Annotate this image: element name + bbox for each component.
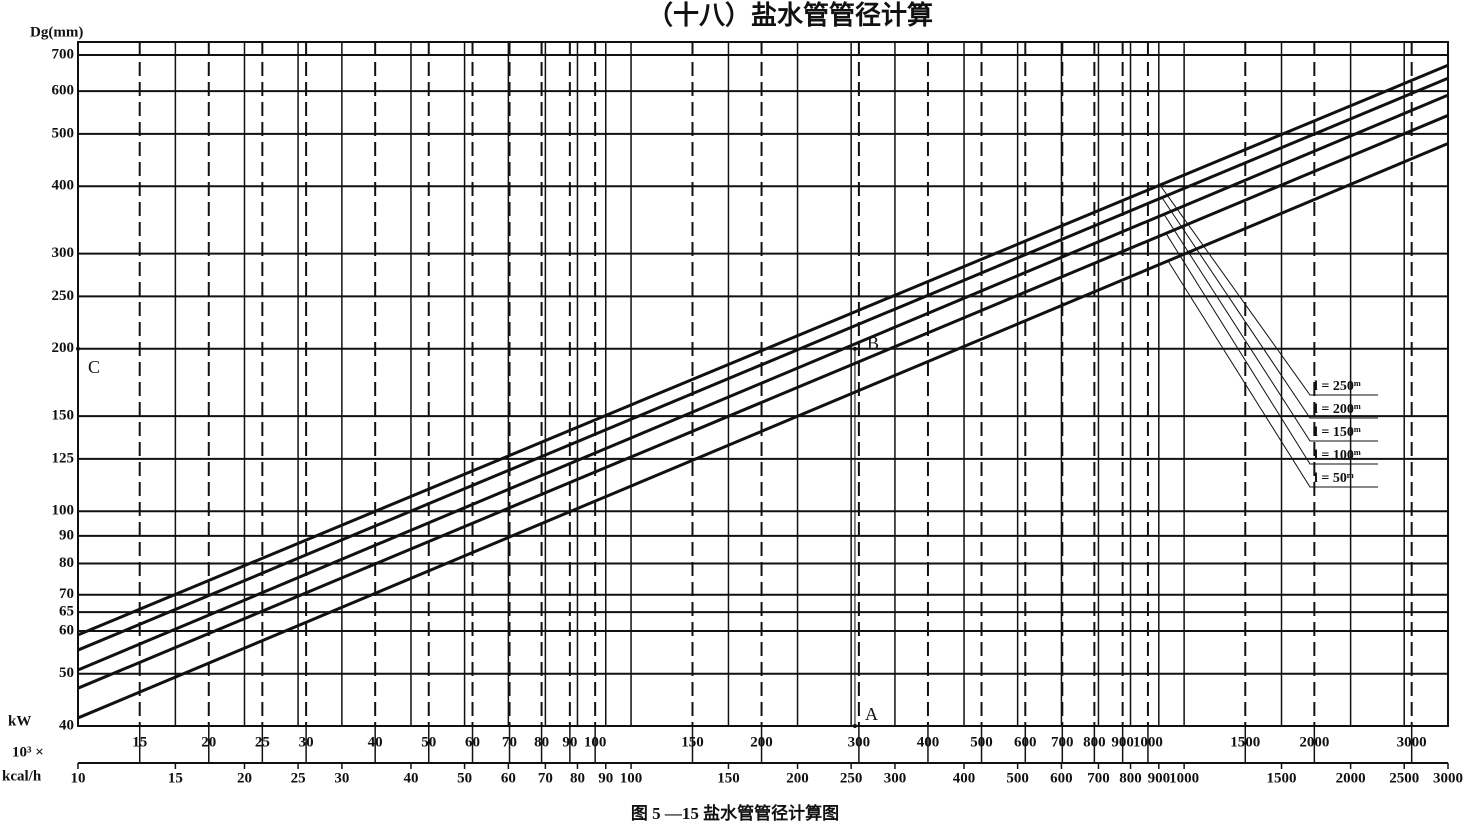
series-line — [77, 142, 1449, 720]
series-line — [77, 93, 1449, 672]
x-tick-label: 150 — [717, 770, 740, 786]
y-tick-label: 150 — [52, 408, 75, 424]
y-tick-label: 700 — [52, 46, 75, 62]
series-line — [77, 63, 1449, 637]
x-tick-label: 400 — [953, 770, 976, 786]
x-tick-label: 70 — [538, 770, 553, 786]
legend-leader — [1165, 233, 1378, 465]
x-tick-label: 20 — [237, 770, 252, 786]
legend-leader — [1167, 260, 1378, 488]
annotation-point — [852, 724, 857, 728]
annotation-point — [76, 346, 80, 351]
x-tick-label: 700 — [1087, 770, 1110, 786]
x-tick-label: 25 — [291, 770, 306, 786]
x-tick-label: 1000 — [1169, 770, 1199, 786]
x-tick-label: 2500 — [1389, 770, 1419, 786]
y-tick-label: 300 — [52, 245, 75, 261]
series-line — [77, 76, 1449, 652]
y-tick-label: 90 — [59, 527, 74, 543]
y-tick-label: 70 — [59, 586, 74, 602]
y-tick-label: 400 — [52, 178, 75, 194]
x-tick-label: 500 — [1006, 770, 1029, 786]
y-tick-label: 200 — [52, 340, 75, 356]
series-line — [77, 114, 1449, 690]
x-tick-label: 600 — [1050, 770, 1073, 786]
legend-label: l = 150ᵐ — [1314, 425, 1361, 440]
x-axis-label-prefix: 10³ × — [12, 744, 44, 760]
y-tick-label: 250 — [52, 288, 75, 304]
y-axis-label: Dg(mm) — [30, 24, 83, 40]
legend-label: l = 50ᵐ — [1314, 471, 1354, 486]
caption: 图 5 —15 盐水管管径计算图 — [631, 803, 839, 823]
x-tick-label: 250 — [840, 770, 863, 786]
x-tick-label: 800 — [1119, 770, 1142, 786]
y-tick-label: 600 — [52, 83, 75, 99]
annotation-point — [852, 346, 857, 351]
x-tick-label: 200 — [786, 770, 809, 786]
y-tick-label: 60 — [59, 622, 74, 638]
y-tick-label: 65 — [59, 604, 74, 620]
x-tick-label: 10 — [71, 770, 86, 786]
x-tick-label: 90 — [598, 770, 613, 786]
annotation: C — [88, 357, 100, 377]
x-tick-label: 1500 — [1267, 770, 1297, 786]
x-tick-label: 40 — [403, 770, 418, 786]
legend-leader — [1159, 184, 1378, 396]
y-tick-label: 500 — [52, 125, 75, 141]
legend-leader — [1163, 214, 1378, 442]
x-tick-label: 30 — [334, 770, 349, 786]
legend-leader — [1161, 197, 1378, 419]
legend-label: l = 250ᵐ — [1314, 379, 1361, 394]
x-tick-label: 2000 — [1336, 770, 1366, 786]
x-tick-label: 900 — [1148, 770, 1171, 786]
x-axis-label: kcal/h — [2, 768, 42, 784]
x-tick-label: 100 — [620, 770, 643, 786]
annotation: A — [865, 704, 878, 724]
legend-label: l = 100ᵐ — [1314, 448, 1361, 463]
x-tick-label: 300 — [884, 770, 907, 786]
y-tick-label: 125 — [52, 450, 75, 466]
x-tick-label: 3000 — [1433, 770, 1463, 786]
y-tick-label: 50 — [59, 665, 74, 681]
x2-axis-label: kW — [8, 713, 31, 729]
x-tick-label: 15 — [168, 770, 183, 786]
annotation: B — [867, 333, 879, 353]
x-tick-label: 50 — [457, 770, 472, 786]
y-tick-label: 40 — [59, 717, 74, 733]
legend-label: l = 200ᵐ — [1314, 402, 1361, 417]
chart-title: （十八）盐水管管径计算 — [647, 0, 933, 30]
x-tick-label: 60 — [501, 770, 516, 786]
y-tick-label: 80 — [59, 555, 74, 571]
y-tick-label: 100 — [52, 503, 75, 519]
x-tick-label: 80 — [570, 770, 585, 786]
